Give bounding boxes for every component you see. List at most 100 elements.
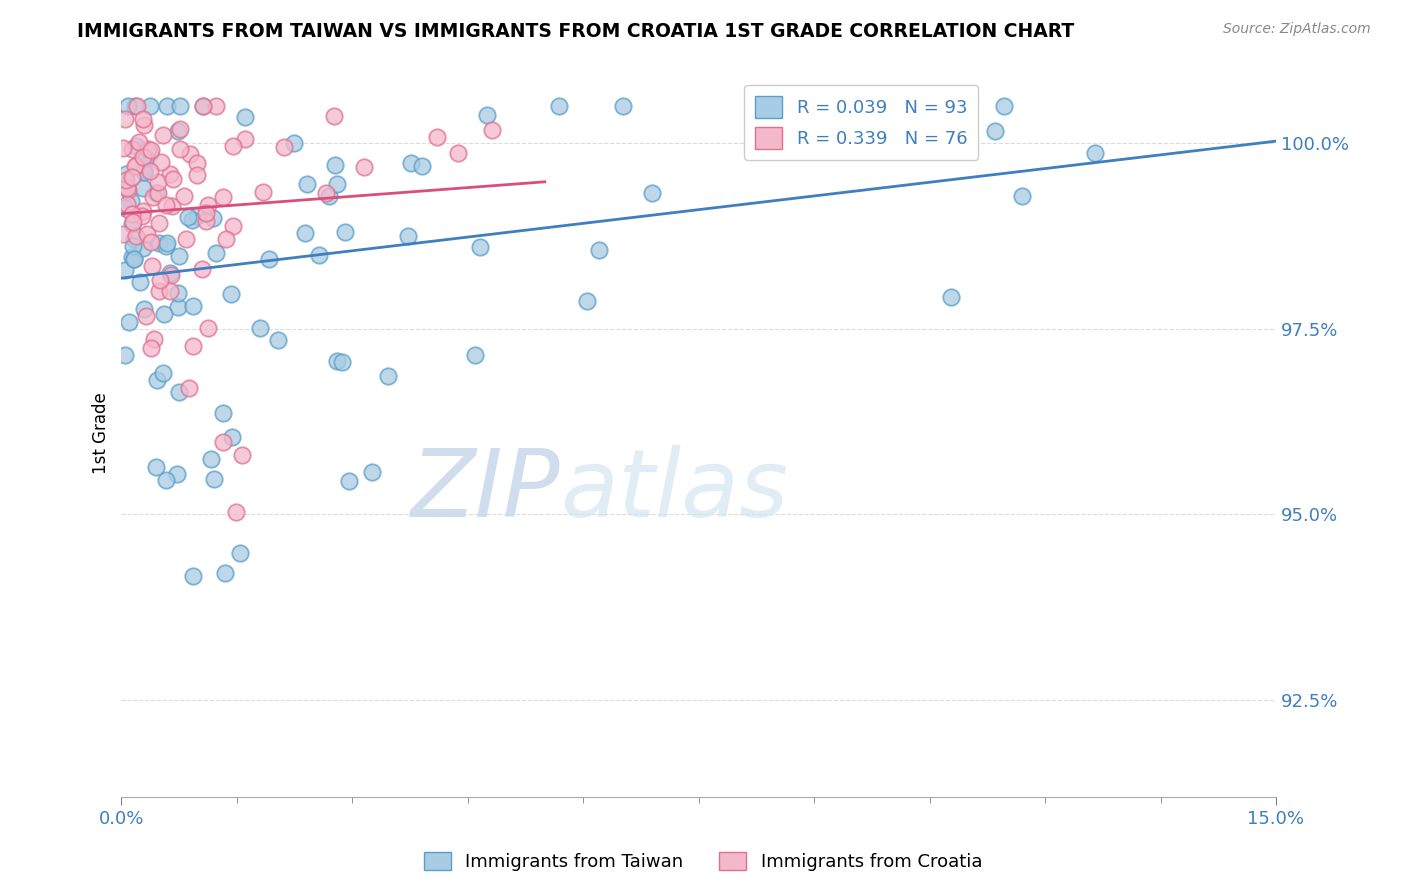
Point [121, 169, 143, 184]
Point [167, 385, 190, 400]
Point [249, 321, 271, 335]
Point [221, 286, 243, 301]
Point [377, 368, 399, 383]
Y-axis label: 1st Grade: 1st Grade [93, 392, 110, 474]
Point [114, 112, 136, 126]
Point [162, 171, 184, 186]
Point [399, 155, 422, 169]
Point [156, 99, 179, 113]
Point [139, 143, 162, 157]
Point [233, 110, 256, 124]
Point [191, 98, 214, 112]
Point [167, 249, 190, 263]
Point [169, 142, 191, 156]
Point [179, 147, 201, 161]
Point [132, 118, 155, 132]
Point [205, 98, 228, 112]
Point [139, 235, 162, 249]
Point [142, 189, 165, 203]
Point [120, 194, 142, 208]
Point [308, 247, 330, 261]
Point [353, 160, 375, 174]
Point [212, 435, 235, 450]
Point [131, 180, 153, 194]
Point [159, 284, 181, 298]
Point [146, 186, 169, 200]
Point [135, 309, 157, 323]
Point [145, 460, 167, 475]
Point [117, 197, 139, 211]
Point [177, 211, 200, 225]
Point [121, 142, 143, 156]
Point [993, 98, 1015, 112]
Point [145, 186, 167, 200]
Point [222, 139, 245, 153]
Point [152, 128, 174, 142]
Point [148, 235, 170, 250]
Point [197, 198, 219, 212]
Point [159, 266, 181, 280]
Point [114, 348, 136, 362]
Point [612, 98, 634, 112]
Point [115, 173, 138, 187]
Point [183, 299, 205, 313]
Point [200, 452, 222, 467]
Point [169, 98, 191, 112]
Point [330, 355, 353, 369]
Point [138, 163, 160, 178]
Point [481, 123, 503, 137]
Point [169, 122, 191, 136]
Point [229, 546, 252, 560]
Point [156, 235, 179, 250]
Point [159, 268, 181, 283]
Point [174, 232, 197, 246]
Point [191, 261, 214, 276]
Point [186, 209, 208, 223]
Point [425, 130, 447, 145]
Point [139, 341, 162, 355]
Point [155, 239, 177, 253]
Point [166, 467, 188, 482]
Point [326, 354, 349, 368]
Point [322, 109, 344, 123]
Point [117, 183, 139, 197]
Point [759, 98, 782, 112]
Point [984, 124, 1007, 138]
Text: Source: ZipAtlas.com: Source: ZipAtlas.com [1223, 22, 1371, 37]
Point [166, 300, 188, 314]
Point [181, 339, 204, 353]
Text: atlas: atlas [560, 445, 789, 536]
Point [1011, 189, 1033, 203]
Point [335, 226, 357, 240]
Point [257, 252, 280, 266]
Point [547, 98, 569, 112]
Point [121, 206, 143, 220]
Point [186, 168, 208, 182]
Point [115, 180, 138, 194]
Point [149, 154, 172, 169]
Point [191, 98, 214, 112]
Point [132, 162, 155, 177]
Point [148, 216, 170, 230]
Point [128, 135, 150, 149]
Point [121, 217, 143, 231]
Point [181, 569, 204, 583]
Text: IMMIGRANTS FROM TAIWAN VS IMMIGRANTS FROM CROATIA 1ST GRADE CORRELATION CHART: IMMIGRANTS FROM TAIWAN VS IMMIGRANTS FRO… [77, 22, 1074, 41]
Point [205, 246, 228, 260]
Point [845, 98, 868, 112]
Point [142, 332, 165, 346]
Point [197, 321, 219, 335]
Point [252, 185, 274, 199]
Point [125, 139, 148, 153]
Point [337, 474, 360, 488]
Point [124, 228, 146, 243]
Point [323, 158, 346, 172]
Point [447, 146, 470, 161]
Point [122, 215, 145, 229]
Point [273, 139, 295, 153]
Point [141, 259, 163, 273]
Point [588, 243, 610, 257]
Point [155, 198, 177, 212]
Point [122, 231, 145, 245]
Point [136, 227, 159, 242]
